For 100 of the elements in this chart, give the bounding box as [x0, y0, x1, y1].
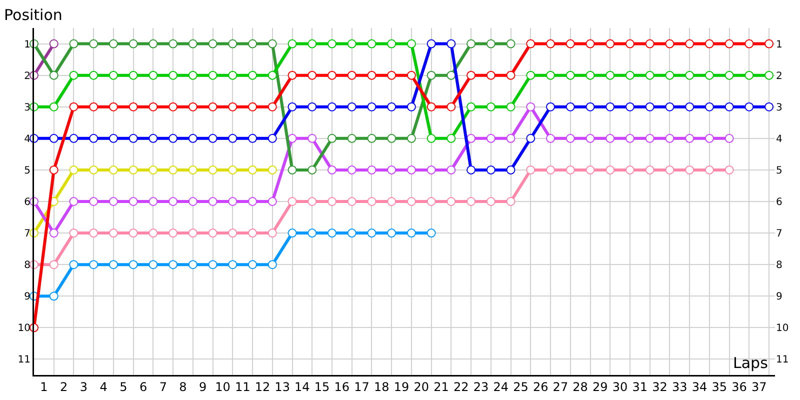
point — [148, 260, 158, 270]
point — [108, 102, 118, 112]
y-tick-label: 3 — [24, 102, 30, 114]
point — [526, 165, 536, 174]
point — [268, 102, 277, 112]
point — [268, 165, 277, 174]
point — [566, 134, 575, 143]
point — [228, 102, 238, 112]
y2-tick-label: 5 — [776, 165, 782, 176]
point — [645, 102, 654, 112]
point — [625, 39, 634, 48]
x-tick-label: 8 — [179, 380, 187, 394]
point — [49, 228, 58, 238]
x-tick-label: 22 — [453, 380, 469, 394]
point — [347, 165, 356, 174]
x-tick-label: 32 — [652, 380, 668, 394]
x-tick-label: 14 — [294, 380, 310, 394]
point — [367, 102, 376, 112]
point — [327, 39, 336, 48]
point — [49, 102, 58, 112]
point — [188, 165, 198, 174]
point — [367, 70, 376, 80]
point — [288, 197, 297, 206]
point — [248, 102, 258, 112]
x-tick-label: 5 — [120, 380, 128, 394]
point — [347, 228, 356, 238]
point — [108, 197, 118, 206]
point — [308, 197, 317, 206]
point — [486, 70, 496, 80]
point — [148, 70, 158, 80]
x-tick-label: 33 — [672, 380, 688, 394]
point — [665, 70, 674, 80]
point — [308, 102, 317, 112]
point — [49, 292, 58, 301]
point — [486, 134, 496, 143]
point — [49, 260, 58, 270]
point — [108, 260, 118, 270]
point — [426, 70, 436, 80]
point — [685, 165, 694, 174]
point — [486, 165, 496, 174]
point — [168, 228, 178, 238]
point — [506, 165, 516, 174]
point — [208, 134, 218, 143]
x-tick-label: 36 — [732, 380, 747, 394]
point — [128, 197, 138, 206]
x-tick-label: 7 — [159, 380, 167, 394]
point — [69, 228, 78, 238]
x-tick-label: 26 — [532, 380, 548, 394]
point — [446, 165, 456, 174]
point — [526, 102, 536, 112]
point — [724, 165, 734, 174]
point — [208, 197, 218, 206]
point — [506, 39, 516, 48]
x-tick-label: 11 — [234, 380, 250, 394]
point — [327, 102, 336, 112]
point — [586, 102, 595, 112]
point — [446, 134, 456, 143]
x-tick-label: 3 — [80, 380, 88, 394]
point — [108, 70, 118, 80]
y2-tick-label: 8 — [776, 260, 782, 272]
point — [367, 134, 376, 143]
point — [248, 197, 258, 206]
y2-tick-label: 7 — [776, 228, 782, 240]
point — [406, 197, 416, 206]
point — [546, 70, 556, 80]
point — [108, 165, 118, 174]
point — [704, 70, 714, 80]
x-tick-label: 28 — [572, 380, 588, 394]
point — [446, 39, 456, 48]
point — [526, 134, 536, 143]
y2-tick-label: 6 — [776, 197, 782, 208]
point — [566, 70, 575, 80]
x-tick-label: 13 — [274, 380, 290, 394]
point — [49, 39, 58, 48]
point — [486, 39, 496, 48]
point — [387, 197, 396, 206]
point — [744, 70, 754, 80]
x-tick-label: 30 — [612, 380, 628, 394]
point — [208, 102, 218, 112]
point — [466, 70, 476, 80]
point — [665, 102, 674, 112]
point — [426, 228, 436, 238]
point — [168, 134, 178, 143]
point — [288, 134, 297, 143]
point — [108, 39, 118, 48]
y2-tick-label: 9 — [776, 292, 782, 303]
point — [168, 260, 178, 270]
point — [466, 134, 476, 143]
point — [248, 70, 258, 80]
point — [704, 134, 714, 143]
point — [466, 197, 476, 206]
point — [764, 39, 774, 48]
point — [228, 165, 238, 174]
point — [387, 165, 396, 174]
y-tick-label: 7 — [24, 228, 30, 240]
x-tick-label: 20 — [414, 380, 430, 394]
point — [744, 102, 754, 112]
point — [168, 165, 178, 174]
point — [506, 102, 516, 112]
point — [367, 39, 376, 48]
